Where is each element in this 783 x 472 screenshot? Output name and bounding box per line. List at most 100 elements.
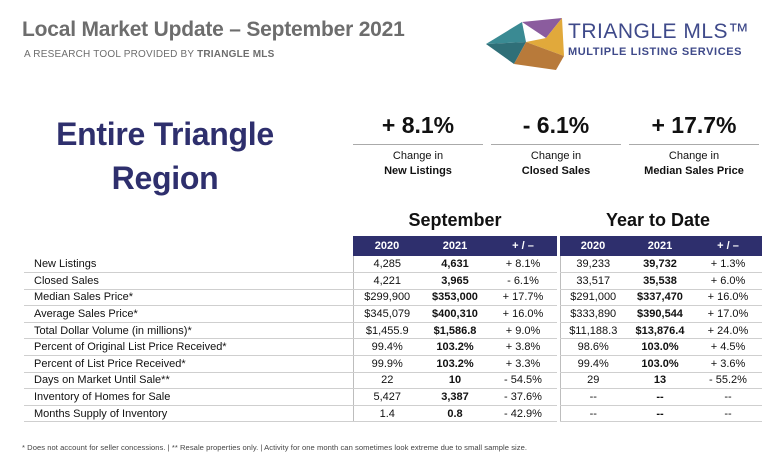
subtitle-prefix: A RESEARCH TOOL PROVIDED BY	[24, 49, 198, 60]
row-label: Closed Sales	[24, 272, 353, 290]
table-cell: 4,285	[352, 256, 421, 274]
table-cell: $291,000	[559, 289, 626, 307]
row-label: Total Dollar Volume (in millions)*	[24, 322, 353, 340]
table-cell: $400,310	[421, 305, 489, 323]
column-gap	[557, 388, 560, 406]
kpi-divider	[353, 144, 483, 145]
row-label: Percent of List Price Received*	[24, 355, 353, 373]
table-cell: 29	[559, 372, 626, 390]
table-cell: 3,387	[421, 388, 489, 406]
table-row: Median Sales Price* $299,900 $353,000 + 17.…	[24, 289, 762, 307]
table-cell: + 9.0%	[489, 322, 557, 340]
logo-shape-center	[526, 18, 564, 56]
table-cell: - 6.1%	[489, 272, 557, 290]
kpi-divider	[491, 144, 621, 145]
table-cell: $13,876.4	[626, 322, 694, 340]
column-gap	[557, 405, 560, 422]
table-row: Percent of List Price Received* 99.9% 103.…	[24, 355, 762, 373]
column-gap	[557, 372, 560, 389]
row-label: Months Supply of Inventory	[24, 405, 353, 423]
table-cell: $333,890	[559, 305, 626, 323]
table-body: New Listings 4,285 4,631 + 8.1% 39,233 39,732…	[24, 256, 762, 423]
table-cell: 98.6%	[559, 338, 626, 357]
logo-name: TRIANGLE MLS™	[568, 20, 750, 43]
table-cell: --	[626, 405, 694, 423]
subtitle-brand: TRIANGLE MLS	[197, 49, 275, 60]
table-cell: 103.2%	[421, 338, 489, 357]
column-header: + / –	[489, 236, 557, 256]
table-cell: + 16.0%	[489, 305, 557, 323]
table-cell: --	[559, 388, 626, 406]
table-cell: 103.0%	[626, 355, 694, 373]
table-cell: 39,233	[559, 256, 626, 274]
table-row: Closed Sales 4,221 3,965- 6.1% 33,517 35,538…	[24, 272, 762, 290]
kpi-label-2: New Listings	[384, 165, 452, 177]
table-cell: + 3.6%	[694, 355, 762, 373]
column-gap	[557, 305, 560, 323]
logo-shape-bottom-left	[486, 42, 526, 64]
table-cell: - 54.5%	[489, 372, 557, 390]
table-cell: 22	[352, 372, 421, 390]
column-header: + / –	[694, 236, 762, 256]
row-label: Average Sales Price*	[24, 305, 353, 323]
table-cell: + 3.8%	[489, 338, 557, 357]
table-cell: - 37.6%	[489, 388, 557, 406]
table-cell: 13	[626, 372, 694, 390]
kpi-value: + 8.1%	[381, 112, 455, 138]
table-cell: 99.4%	[352, 338, 421, 357]
triangle-mls-logo-icon	[486, 18, 564, 70]
column-header: 2021	[421, 236, 489, 256]
table-cell: 4,631	[421, 256, 489, 274]
region-line-1: Entire Triangle	[56, 116, 274, 152]
table-cell: + 16.0%	[694, 289, 762, 307]
header-blank	[24, 236, 353, 256]
table-row: Percent of Original List Price Received*…	[24, 338, 762, 357]
table-row: Months Supply of Inventory 1.4 0.8- 42.9% -…	[24, 405, 762, 423]
column-header: 2020	[560, 236, 626, 256]
table-cell: + 17.0%	[694, 305, 762, 323]
column-gap	[557, 355, 560, 373]
table-cell: 0.8	[421, 405, 489, 423]
table-row: New Listings 4,285 4,631 + 8.1% 39,233 39,732…	[24, 256, 762, 274]
table-cell: --	[694, 405, 762, 423]
row-label: New Listings	[24, 256, 353, 274]
table-cell: 33,517	[559, 272, 626, 290]
kpi-label-2: Closed Sales	[521, 165, 591, 177]
table-cell: --	[559, 405, 626, 423]
page-subtitle: A RESEARCH TOOL PROVIDED BY TRIANGLE MLS	[24, 49, 274, 60]
table-cell: 3,965	[421, 272, 489, 290]
table-cell: + 6.0%	[694, 272, 762, 290]
row-label: Median Sales Price*	[24, 289, 353, 307]
table-row: Inventory of Homes for Sale 5,427 3,387- 3…	[24, 388, 762, 406]
table-cell: 10	[421, 372, 489, 390]
kpi-value: + 17.7%	[651, 112, 737, 138]
table-cell: $299,900	[352, 289, 421, 307]
table-cell: + 1.3%	[694, 256, 762, 274]
kpi-median-sales-price: + 17.7% Change in Median Sales Price	[629, 110, 759, 179]
table-cell: $11,188.3	[559, 322, 626, 340]
table-cell: 39,732	[626, 256, 694, 274]
table-cell: 35,538	[626, 272, 694, 290]
table-cell: $1,586.8	[421, 322, 489, 340]
kpi-new-listings: + 8.1% Change in New Listings	[353, 110, 483, 179]
column-gap	[557, 289, 560, 306]
table-cell: - 42.9%	[489, 405, 557, 423]
table-cell: + 3.3%	[489, 355, 557, 373]
column-header: 2021	[626, 236, 694, 256]
table-cell: $353,000	[421, 289, 489, 307]
column-header: 2020	[353, 236, 421, 256]
region-line-2: Region	[111, 160, 219, 196]
table-cell: 5,427	[352, 388, 421, 406]
group-heading-ytd: Year to Date	[605, 210, 711, 230]
region-title: Entire Triangle Region	[40, 112, 290, 200]
logo-tagline: MULTIPLE LISTING SERVICES	[568, 46, 743, 58]
table-cell: 99.4%	[559, 355, 626, 373]
column-gap	[557, 256, 560, 273]
logo-shape-left	[486, 22, 526, 44]
table-cell: + 4.5%	[694, 338, 762, 357]
kpi-divider	[629, 144, 759, 145]
kpi-label-1: Change in	[530, 150, 582, 162]
table-cell: $337,470	[626, 289, 694, 307]
table-cell: 99.9%	[352, 355, 421, 373]
row-label: Days on Market Until Sale**	[24, 372, 353, 390]
